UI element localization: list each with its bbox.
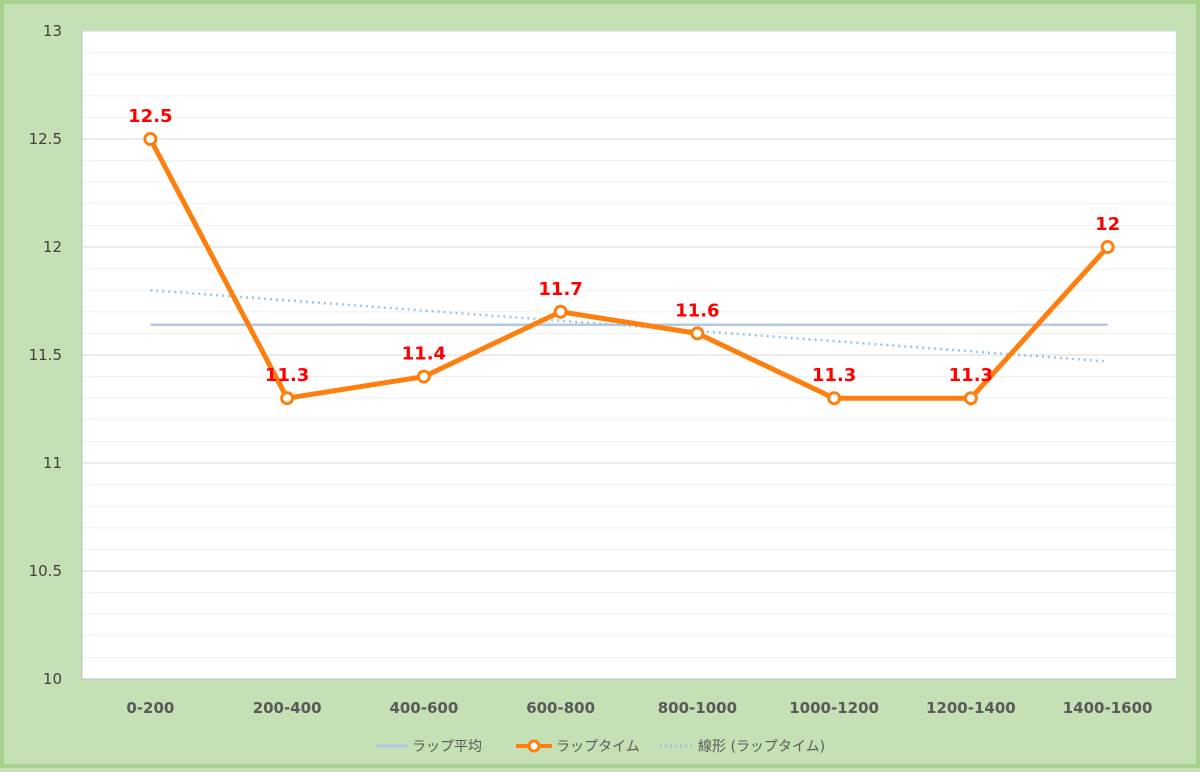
y-tick-label: 12 xyxy=(43,238,62,256)
laptime-data-label: 11.3 xyxy=(949,365,993,386)
y-tick-label: 11 xyxy=(43,454,62,472)
x-tick-label: 1200-1400 xyxy=(926,699,1016,717)
legend-average-label: ラップ平均 xyxy=(412,739,482,755)
laptime-point xyxy=(280,391,295,406)
x-tick-label: 0-200 xyxy=(126,699,174,717)
series-trend-line xyxy=(150,288,1108,363)
legend-trend-label: 線形 (ラップタイム) xyxy=(698,739,825,755)
laptime-data-label: 11.6 xyxy=(675,300,719,321)
laptime-point xyxy=(1100,240,1115,254)
laptime-data-label: 11.4 xyxy=(402,344,446,365)
x-tick-label: 200-400 xyxy=(253,699,322,717)
laptime-data-label: 11.3 xyxy=(265,365,309,386)
x-tick-label: 600-800 xyxy=(526,699,595,717)
laptime-data-label: 11.3 xyxy=(812,365,856,386)
y-tick-label: 11.5 xyxy=(29,346,62,364)
laptime-point xyxy=(963,391,978,406)
line-chart: 10 10.5 11 11.5 12 12.5 13 0-200 200-400 400-600 6… xyxy=(29,22,1176,755)
y-tick-label: 13 xyxy=(43,22,62,40)
series-laptime-line xyxy=(148,137,1110,401)
y-tick-label: 10 xyxy=(43,670,62,688)
laptime-point xyxy=(143,132,158,146)
x-tick-label: 1400-1600 xyxy=(1063,699,1153,717)
y-tick-label: 10.5 xyxy=(29,562,62,580)
laptime-point xyxy=(690,326,705,341)
laptime-data-label: 12.5 xyxy=(128,106,172,127)
legend-laptime-label: ラップタイム xyxy=(556,739,640,755)
x-tick-label: 1000-1200 xyxy=(789,699,879,717)
laptime-data-label: 11.7 xyxy=(538,279,582,300)
legend-laptime-marker xyxy=(527,739,541,753)
laptime-data-label: 12 xyxy=(1095,214,1120,235)
y-tick-label: 12.5 xyxy=(29,130,62,148)
x-tick-label: 800-1000 xyxy=(658,699,737,717)
laptime-point xyxy=(416,369,431,384)
x-tick-label: 400-600 xyxy=(389,699,458,717)
laptime-point xyxy=(827,391,842,406)
laptime-point xyxy=(553,304,568,319)
